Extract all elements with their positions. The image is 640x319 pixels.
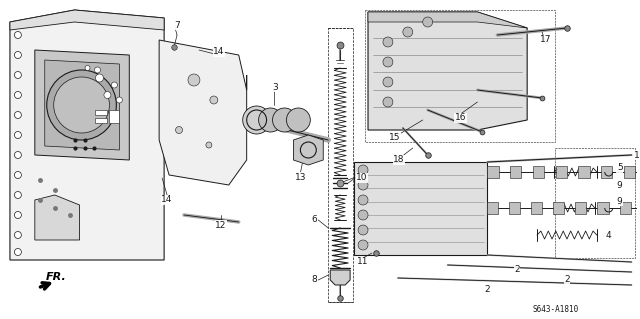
Polygon shape xyxy=(510,166,522,178)
Circle shape xyxy=(287,108,310,132)
Text: 2: 2 xyxy=(484,286,490,294)
Text: 9: 9 xyxy=(617,197,623,205)
Polygon shape xyxy=(10,10,164,30)
Circle shape xyxy=(15,249,21,256)
Polygon shape xyxy=(354,162,488,255)
Text: 14: 14 xyxy=(213,48,225,56)
Text: 2: 2 xyxy=(515,265,520,275)
Text: 15: 15 xyxy=(389,132,401,142)
Circle shape xyxy=(15,191,21,198)
Circle shape xyxy=(15,92,21,99)
Circle shape xyxy=(383,57,393,67)
Polygon shape xyxy=(159,40,246,185)
Polygon shape xyxy=(598,202,609,214)
Circle shape xyxy=(15,211,21,219)
Text: 13: 13 xyxy=(294,173,306,182)
Text: S643-A1810: S643-A1810 xyxy=(532,306,579,315)
Circle shape xyxy=(358,240,368,250)
Polygon shape xyxy=(35,195,79,240)
Text: FR.: FR. xyxy=(45,272,67,282)
Text: 4: 4 xyxy=(606,232,612,241)
Text: 9: 9 xyxy=(617,181,623,189)
Circle shape xyxy=(111,82,117,88)
Polygon shape xyxy=(575,202,586,214)
Polygon shape xyxy=(531,202,543,214)
Text: 12: 12 xyxy=(215,220,227,229)
Polygon shape xyxy=(330,270,350,285)
Polygon shape xyxy=(45,60,119,150)
Polygon shape xyxy=(95,110,108,115)
Polygon shape xyxy=(293,135,323,165)
Polygon shape xyxy=(10,10,164,260)
Text: 10: 10 xyxy=(356,174,367,182)
Circle shape xyxy=(383,97,393,107)
Polygon shape xyxy=(35,50,129,160)
Circle shape xyxy=(210,96,218,104)
Text: 18: 18 xyxy=(393,155,404,165)
Polygon shape xyxy=(579,166,589,178)
Circle shape xyxy=(175,127,182,133)
Polygon shape xyxy=(488,202,499,214)
Text: 11: 11 xyxy=(357,257,369,266)
Circle shape xyxy=(47,70,116,140)
Polygon shape xyxy=(624,166,635,178)
Circle shape xyxy=(95,67,100,73)
Circle shape xyxy=(15,131,21,138)
Text: 7: 7 xyxy=(174,20,180,29)
Text: 14: 14 xyxy=(161,196,173,204)
Circle shape xyxy=(15,152,21,159)
Circle shape xyxy=(358,195,368,205)
Text: 8: 8 xyxy=(312,276,317,285)
Circle shape xyxy=(423,17,433,27)
Circle shape xyxy=(403,27,413,37)
Circle shape xyxy=(85,65,90,70)
Circle shape xyxy=(358,225,368,235)
Circle shape xyxy=(15,71,21,78)
Text: 2: 2 xyxy=(564,276,570,285)
Circle shape xyxy=(15,112,21,118)
Circle shape xyxy=(358,210,368,220)
Circle shape xyxy=(358,180,368,190)
Circle shape xyxy=(259,108,282,132)
Text: 3: 3 xyxy=(273,83,278,92)
Polygon shape xyxy=(533,166,544,178)
Polygon shape xyxy=(556,166,567,178)
Polygon shape xyxy=(368,12,527,130)
Circle shape xyxy=(15,51,21,58)
Circle shape xyxy=(15,232,21,239)
Circle shape xyxy=(95,74,104,82)
Polygon shape xyxy=(488,166,499,178)
Circle shape xyxy=(54,77,109,133)
Circle shape xyxy=(383,77,393,87)
Circle shape xyxy=(358,165,368,175)
Circle shape xyxy=(15,172,21,179)
Text: 5: 5 xyxy=(617,164,623,173)
Polygon shape xyxy=(509,202,520,214)
Text: 1: 1 xyxy=(634,151,639,160)
Polygon shape xyxy=(554,202,564,214)
Circle shape xyxy=(188,74,200,86)
Circle shape xyxy=(104,92,111,99)
Polygon shape xyxy=(601,166,612,178)
Circle shape xyxy=(206,142,212,148)
Circle shape xyxy=(273,108,296,132)
Circle shape xyxy=(15,32,21,39)
Polygon shape xyxy=(620,202,630,214)
Text: 17: 17 xyxy=(540,35,552,44)
Polygon shape xyxy=(109,110,119,123)
Text: 6: 6 xyxy=(312,216,317,225)
Polygon shape xyxy=(95,118,108,123)
Text: 16: 16 xyxy=(455,114,467,122)
Circle shape xyxy=(243,106,271,134)
Circle shape xyxy=(116,97,122,103)
Polygon shape xyxy=(368,12,527,28)
Circle shape xyxy=(383,37,393,47)
